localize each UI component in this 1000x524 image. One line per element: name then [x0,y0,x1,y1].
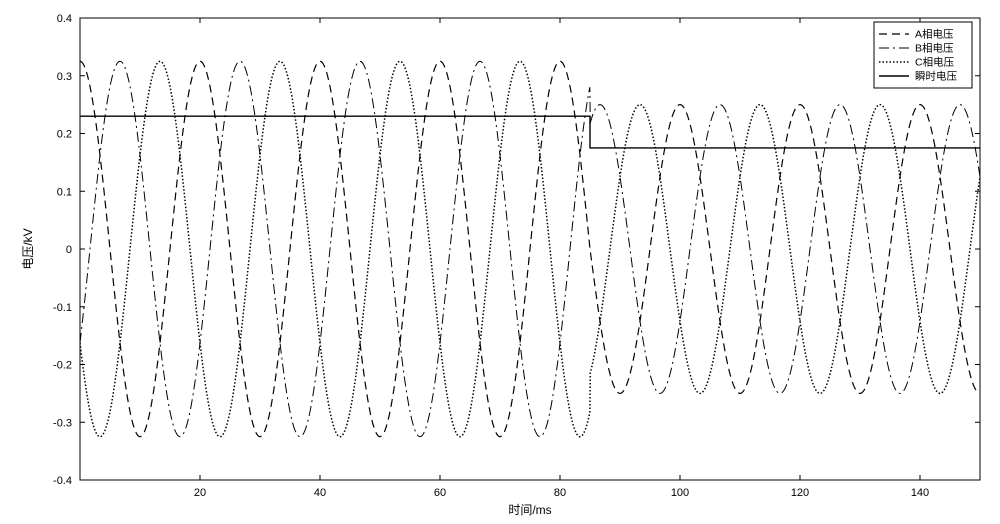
y-tick-label: -0.2 [53,360,72,372]
x-tick-label: 60 [434,487,446,499]
y-tick-label: -0.3 [53,417,72,429]
y-tick-label: -0.4 [53,475,72,487]
x-tick-label: 40 [314,487,326,499]
y-tick-label: 0 [66,244,72,256]
x-tick-label: 140 [911,487,929,499]
y-tick-label: -0.1 [53,302,72,314]
legend-label-A: A相电压 [915,28,954,41]
x-tick-label: 20 [194,487,206,499]
y-tick-label: 0.2 [57,129,72,141]
voltage-chart: 20 40 60 80 100 120 140 -0.4 -0.3 -0.2 -0.1 0 0.1 0.2… [0,0,1000,524]
chart-svg: 20 40 60 80 100 120 140 -0.4 -0.3 -0.2 -0.1 0 0.1 0.2… [0,0,1000,524]
legend-label-C: C相电压 [915,56,955,69]
legend-label-B: B相电压 [915,42,954,55]
x-tick-label: 80 [554,487,566,499]
y-tick-label: 0.4 [57,13,72,25]
y-axis-label: 电压/kV [21,228,35,269]
x-tick-label: 120 [791,487,809,499]
x-tick-label: 100 [671,487,689,499]
y-tick-label: 0.1 [57,186,72,198]
legend-label-inst: 瞬时电压 [915,70,957,83]
y-tick-label: 0.3 [57,71,72,83]
x-axis-label: 时间/ms [508,503,551,517]
